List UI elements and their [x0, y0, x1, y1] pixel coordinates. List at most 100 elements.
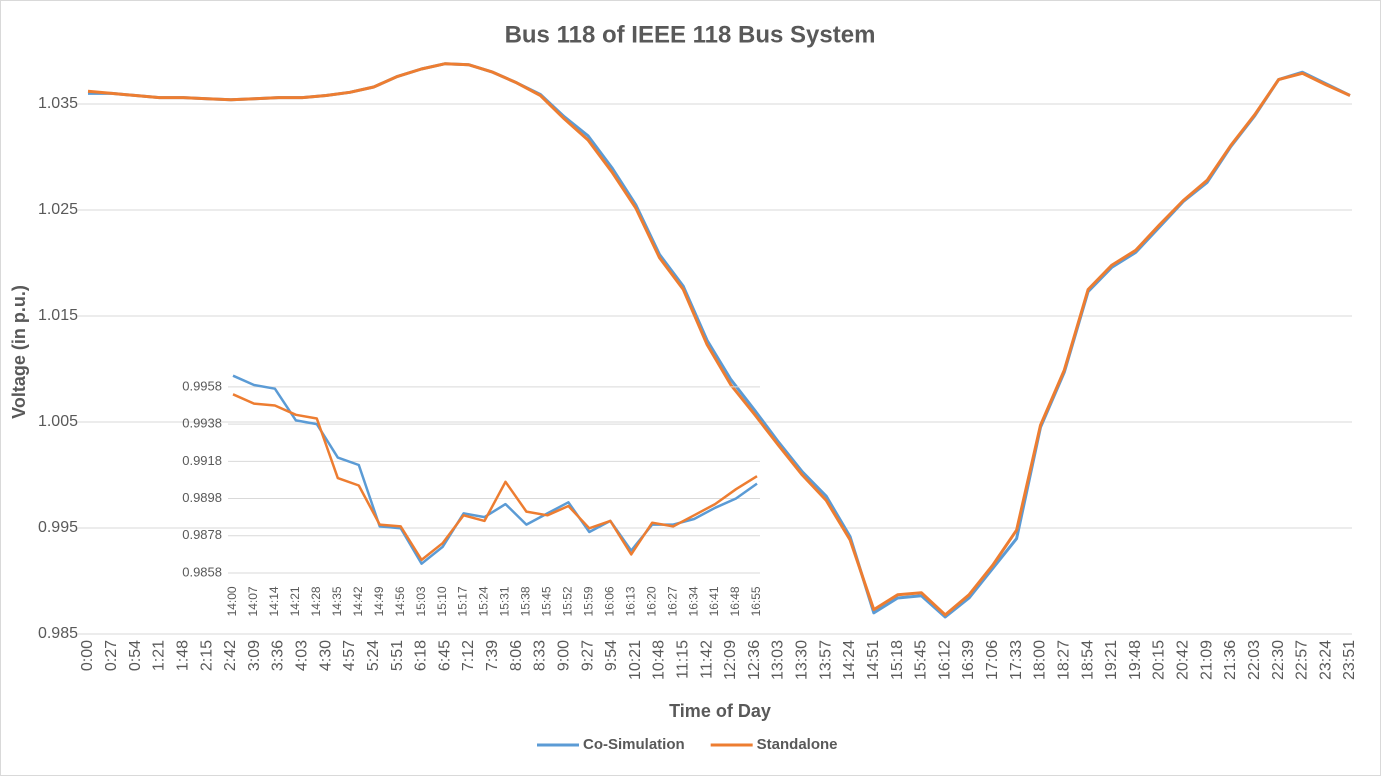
x-tick-label: 14:14	[267, 586, 281, 616]
x-tick-label: 14:24	[841, 640, 858, 680]
x-tick-label: 10:48	[651, 640, 668, 680]
x-tick-label: 15:24	[477, 586, 491, 616]
x-tick-label: 14:00	[225, 586, 239, 616]
x-tick-label: 13:03	[770, 640, 787, 680]
x-tick-label: 14:07	[246, 586, 260, 616]
x-tick-label: 17:33	[1008, 640, 1025, 680]
x-tick-label: 5:51	[389, 640, 406, 671]
x-tick-label: 4:03	[294, 640, 311, 671]
x-tick-label: 20:42	[1175, 640, 1192, 680]
y-axis-title: Voltage (in p.u.)	[9, 285, 29, 419]
chart-title: Bus 118 of IEEE 118 Bus System	[505, 21, 876, 48]
x-tick-label: 19:21	[1103, 640, 1120, 680]
x-tick-label: 16:41	[707, 586, 721, 616]
x-tick-label: 15:52	[561, 586, 575, 616]
x-tick-label: 0:54	[127, 640, 144, 671]
series-line	[87, 62, 1351, 617]
x-tick-label: 4:30	[317, 640, 334, 671]
x-tick-label: 23:51	[1341, 640, 1358, 680]
x-tick-label: 15:45	[540, 586, 554, 616]
x-tick-label: 16:06	[602, 586, 616, 616]
x-tick-label: 19:48	[1127, 640, 1144, 680]
x-tick-label: 5:24	[365, 640, 382, 671]
x-tick-label: 16:55	[749, 586, 763, 616]
x-tick-label: 14:35	[330, 586, 344, 616]
x-tick-label: 15:45	[913, 640, 930, 680]
x-tick-label: 9:00	[555, 640, 572, 671]
x-tick-label: 16:39	[960, 640, 977, 680]
x-tick-label: 14:56	[393, 586, 407, 616]
series-line	[232, 393, 758, 562]
x-tick-label: 15:10	[435, 586, 449, 616]
x-tick-label: 16:13	[623, 586, 637, 616]
y-tick-label: 0.995	[38, 519, 78, 536]
x-tick-label: 11:15	[675, 640, 692, 679]
x-tick-label: 16:12	[936, 640, 953, 680]
x-tick-label: 16:34	[686, 586, 700, 616]
x-tick-label: 16:48	[728, 586, 742, 616]
x-tick-label: 20:15	[1151, 640, 1168, 680]
x-tick-label: 1:48	[174, 640, 191, 671]
y-tick-label: 1.005	[38, 413, 78, 430]
x-tick-label: 12:09	[722, 640, 739, 680]
x-tick-label: 4:57	[341, 640, 358, 671]
x-tick-label: 22:57	[1294, 640, 1311, 680]
x-tick-label: 14:49	[372, 586, 386, 616]
x-tick-label: 22:30	[1270, 640, 1287, 680]
x-tick-label: 14:51	[865, 640, 882, 680]
x-tick-label: 13:57	[817, 640, 834, 680]
y-tick-label: 0.9958	[182, 378, 222, 393]
y-tick-label: 0.9918	[182, 453, 222, 468]
x-tick-label: 12:36	[746, 640, 763, 680]
x-tick-label: 18:54	[1079, 640, 1096, 680]
legend-label: Co-Simulation	[583, 736, 685, 753]
x-tick-label: 0:27	[103, 640, 120, 671]
x-tick-label: 9:54	[603, 640, 620, 671]
x-tick-label: 13:30	[794, 640, 811, 680]
x-tick-label: 14:28	[309, 586, 323, 616]
y-tick-label: 0.9898	[182, 490, 222, 505]
x-tick-label: 16:20	[644, 586, 658, 616]
x-tick-label: 2:42	[222, 640, 239, 671]
x-tick-label: 15:31	[498, 586, 512, 616]
x-tick-label: 14:21	[288, 586, 302, 616]
x-tick-label: 15:03	[414, 586, 428, 616]
x-tick-label: 6:18	[413, 640, 430, 671]
x-tick-label: 8:06	[508, 640, 525, 671]
x-tick-label: 15:59	[581, 586, 595, 616]
y-tick-label: 1.015	[38, 307, 78, 324]
x-axis-title: Time of Day	[669, 701, 771, 721]
x-tick-label: 8:33	[532, 640, 549, 671]
x-tick-label: 9:27	[579, 640, 596, 671]
x-tick-label: 15:18	[889, 640, 906, 680]
x-tick-label: 18:00	[1032, 640, 1049, 680]
x-tick-label: 2:15	[198, 640, 215, 671]
x-tick-label: 22:03	[1246, 640, 1263, 680]
x-tick-label: 14:42	[351, 586, 365, 616]
x-tick-label: 7:12	[460, 640, 477, 671]
x-tick-label: 11:42	[698, 640, 715, 679]
x-tick-label: 15:17	[456, 586, 470, 616]
x-tick-label: 23:24	[1317, 640, 1334, 680]
x-tick-label: 10:21	[627, 640, 644, 680]
x-tick-label: 21:36	[1222, 640, 1239, 680]
y-tick-label: 1.025	[38, 201, 78, 218]
x-tick-label: 18:27	[1055, 640, 1072, 680]
y-tick-label: 0.985	[38, 625, 78, 642]
x-tick-label: 1:21	[151, 640, 168, 671]
x-tick-label: 3:09	[246, 640, 263, 671]
x-tick-label: 21:09	[1198, 640, 1215, 680]
x-tick-label: 3:36	[270, 640, 287, 671]
x-tick-label: 0:00	[79, 640, 96, 671]
x-tick-label: 17:06	[984, 640, 1001, 680]
x-tick-label: 16:27	[665, 586, 679, 616]
y-tick-label: 1.035	[38, 95, 78, 112]
y-tick-label: 0.9858	[182, 564, 222, 579]
y-tick-label: 0.9878	[182, 527, 222, 542]
x-tick-label: 7:39	[484, 640, 501, 671]
y-tick-label: 0.9938	[182, 416, 222, 431]
x-tick-label: 6:45	[436, 640, 453, 671]
